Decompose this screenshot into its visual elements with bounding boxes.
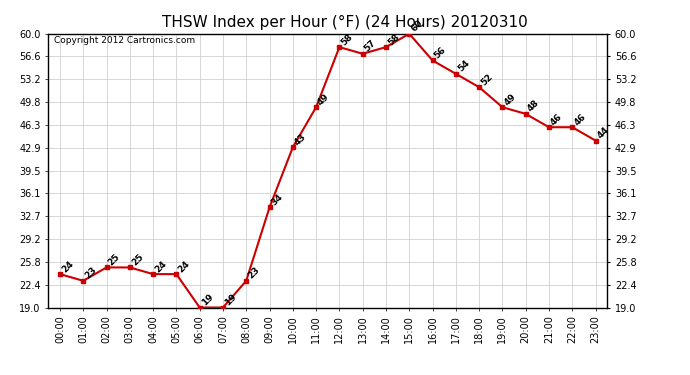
Text: 24: 24 [153, 259, 168, 274]
Text: THSW Index per Hour (°F) (24 Hours) 20120310: THSW Index per Hour (°F) (24 Hours) 2012… [162, 15, 528, 30]
Text: 23: 23 [83, 266, 99, 281]
Text: 60: 60 [409, 19, 424, 34]
Text: 52: 52 [479, 72, 494, 87]
Text: 24: 24 [60, 259, 75, 274]
Text: 54: 54 [456, 58, 471, 74]
Text: 25: 25 [106, 252, 121, 267]
Text: 58: 58 [386, 32, 401, 47]
Text: 46: 46 [549, 112, 564, 127]
Text: 23: 23 [246, 266, 262, 281]
Text: Copyright 2012 Cartronics.com: Copyright 2012 Cartronics.com [54, 36, 195, 45]
Text: 34: 34 [270, 192, 285, 207]
Text: 48: 48 [526, 99, 541, 114]
Text: 43: 43 [293, 132, 308, 147]
Text: 24: 24 [177, 259, 192, 274]
Text: 44: 44 [595, 125, 611, 141]
Text: 57: 57 [363, 39, 378, 54]
Text: 56: 56 [433, 45, 448, 60]
Text: 25: 25 [130, 252, 145, 267]
Text: 19: 19 [223, 292, 238, 308]
Text: 58: 58 [339, 32, 355, 47]
Text: 19: 19 [199, 292, 215, 308]
Text: 49: 49 [316, 92, 331, 107]
Text: 49: 49 [502, 92, 518, 107]
Text: 46: 46 [572, 112, 588, 127]
